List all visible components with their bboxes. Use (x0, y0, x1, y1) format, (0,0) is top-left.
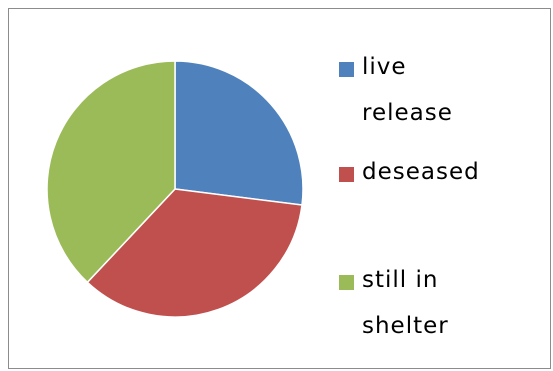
legend-label-deseased: deseased (362, 159, 480, 185)
legend-item-deseased: deseased (339, 158, 502, 195)
legend-label-live-release: live release (362, 54, 453, 126)
chart-area: live release deseased still in shelter (8, 8, 551, 369)
pie-slice-still-in-shelter (46, 60, 176, 284)
pie-chart (46, 60, 304, 318)
legend-item-live-release: live release (339, 53, 502, 136)
legend-label-still-in-shelter: still in shelter (362, 267, 449, 339)
legend-swatch-still-in-shelter (339, 275, 354, 290)
legend-swatch-deseased (339, 167, 354, 182)
legend-swatch-live-release (339, 62, 354, 77)
pie-slice-live-release (174, 60, 304, 206)
pie-slice-deseased (86, 188, 303, 318)
legend-item-still-in-shelter: still in shelter (339, 266, 502, 349)
